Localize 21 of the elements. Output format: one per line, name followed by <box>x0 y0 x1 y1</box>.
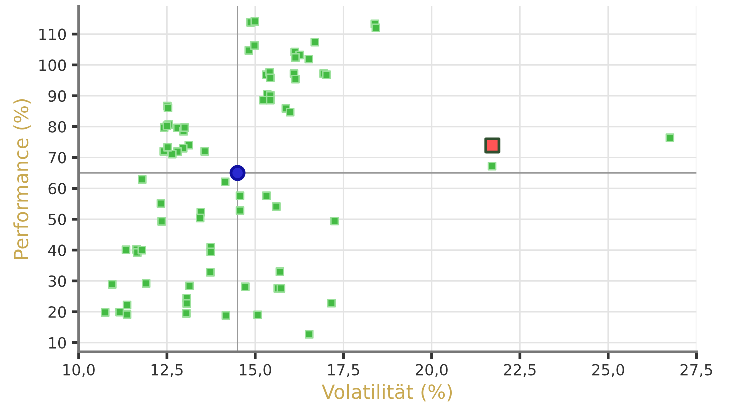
y-tick-label: 100 <box>40 60 66 72</box>
y-tick-label: 80 <box>48 121 66 133</box>
x-tick-label: 22,5 <box>504 364 536 378</box>
y-tick-label: 90 <box>48 90 66 102</box>
y-tick-label: 50 <box>48 214 66 226</box>
y-tick-label: 30 <box>48 276 66 288</box>
y-axis-title: Performance (%) <box>14 100 31 259</box>
x-tick-label: 12,5 <box>152 364 183 378</box>
y-tick-label: 20 <box>48 306 66 318</box>
x-tick-label: 20,0 <box>416 364 448 378</box>
x-tick-label: 25,0 <box>592 364 624 378</box>
y-tick-label: 70 <box>48 152 66 164</box>
x-axis-title: Volatilität (%) <box>322 384 452 402</box>
y-tick-label: 60 <box>48 183 66 195</box>
x-tick-label: 10,0 <box>64 364 95 378</box>
y-tick-label: 40 <box>48 244 66 256</box>
y-tick-label: 110 <box>40 28 66 40</box>
x-tick-label: 17,5 <box>328 364 360 378</box>
x-tick-label: 15,0 <box>240 364 272 378</box>
x-tick-label: 27,5 <box>680 364 712 378</box>
y-tick-label: 10 <box>49 337 66 349</box>
